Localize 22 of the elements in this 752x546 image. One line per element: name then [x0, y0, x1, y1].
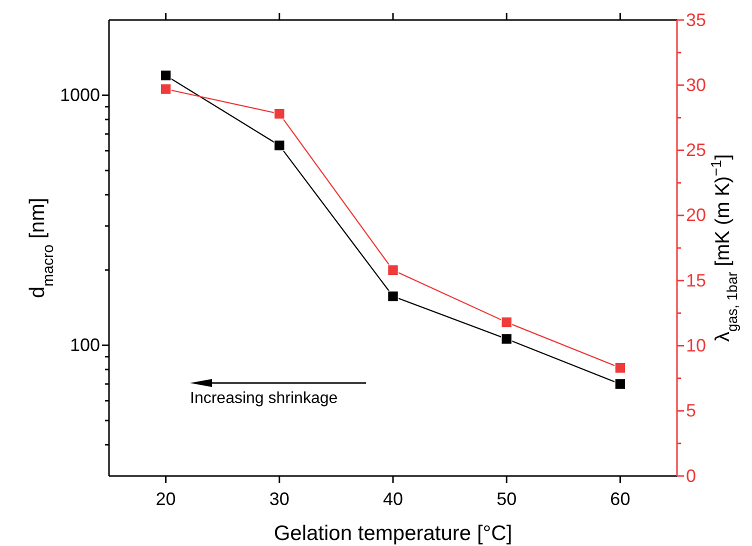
y2-tick-label: 20	[686, 205, 706, 226]
y2-tick-label: 15	[686, 270, 706, 290]
x-tick-label: 30	[269, 488, 290, 509]
x-tick-label: 20	[156, 488, 176, 509]
point	[500, 333, 512, 345]
x-tick-label: 50	[496, 488, 517, 509]
point	[387, 290, 399, 302]
annotation: Increasing shrinkage	[190, 390, 338, 407]
point	[614, 378, 626, 390]
y2-tick-label: 10	[686, 335, 706, 356]
point	[274, 140, 286, 152]
x-axis-title: Gelation temperature [°C]	[274, 522, 512, 545]
x-tick-label: 40	[382, 488, 404, 509]
y2-tick-label: 25	[686, 140, 706, 160]
y-tick-label: 1000	[60, 85, 100, 106]
y2-tick-label: 35	[686, 10, 706, 30]
point	[160, 70, 172, 82]
y-tick-label: 100	[70, 335, 100, 356]
x-tick-label: 60	[610, 488, 630, 509]
y2-tick-label: 5	[686, 400, 696, 421]
y2-tick-label: 30	[686, 74, 706, 95]
y2-tick-label: 0	[686, 466, 696, 486]
